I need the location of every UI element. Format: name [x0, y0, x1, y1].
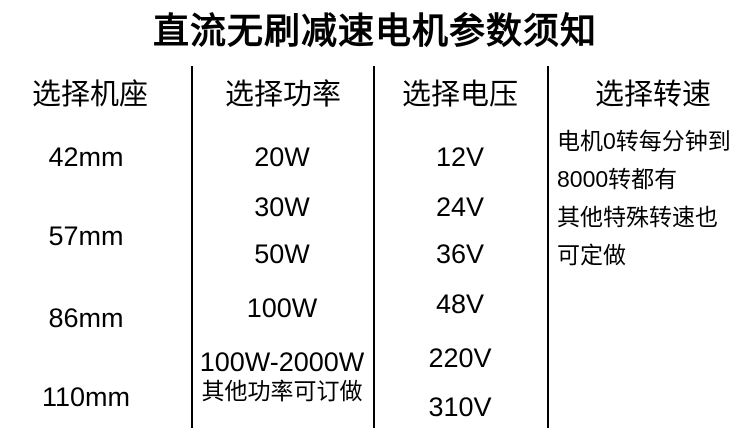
voltage-option: 220V — [428, 343, 492, 373]
frame-size-option: 86mm — [48, 303, 124, 333]
frame-size-option: 57mm — [48, 221, 124, 251]
voltage-option: 36V — [435, 239, 485, 269]
column-divider-2 — [373, 66, 375, 428]
page-title: 直流无刷减速电机参数须知 — [152, 10, 597, 51]
power-option: 100W — [246, 293, 318, 323]
column-divider-3 — [547, 66, 549, 428]
frame-size-option: 110mm — [41, 382, 131, 412]
column-header-voltage: 选择电压 — [401, 79, 518, 111]
power-option: 30W — [254, 192, 310, 222]
speed-note-line: 其他特殊转速也 — [557, 204, 718, 230]
column-header-power: 选择功率 — [224, 79, 341, 111]
voltage-option: 12V — [435, 142, 485, 172]
column-header-speed: 选择转速 — [594, 79, 711, 111]
speed-note: 电机0转每分钟到 8000转都有 其他特殊转速也 可定做 — [557, 122, 749, 274]
speed-note-line: 电机0转每分钟到 — [557, 128, 731, 154]
power-custom-note: 其他功率可订做 — [201, 378, 363, 404]
voltage-option: 24V — [435, 192, 485, 222]
power-option: 100W-2000W — [199, 347, 365, 377]
frame-size-option: 42mm — [48, 142, 124, 172]
speed-note-line: 8000转都有 — [557, 166, 678, 192]
voltage-option: 310V — [428, 392, 492, 422]
speed-note-line: 可定做 — [557, 242, 626, 268]
column-header-frame-size: 选择机座 — [31, 79, 148, 111]
power-option: 20W — [254, 142, 310, 172]
column-divider-1 — [191, 66, 193, 428]
power-option: 50W — [254, 239, 310, 269]
voltage-option: 48V — [435, 289, 485, 319]
